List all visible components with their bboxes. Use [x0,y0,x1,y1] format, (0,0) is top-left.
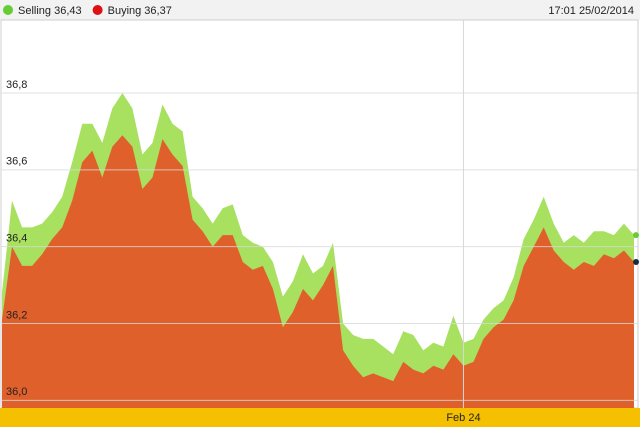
y-tick-label: 36,0 [6,386,27,398]
y-tick-label: 36,8 [6,79,27,91]
last-marker [633,232,639,239]
legend-marker [92,5,103,15]
legend-label: Buying 36,37 [108,5,172,17]
legend-label: Selling 36,43 [18,5,82,17]
area [2,135,634,408]
y-tick-label: 36,6 [6,156,27,168]
x-tick-label: Feb 24 [446,412,480,424]
y-tick-label: 36,4 [6,233,27,245]
legend-marker [3,5,13,15]
x-axis-band [0,408,640,427]
timestamp: 17:01 25/02/2014 [548,5,634,17]
last-marker [633,259,639,266]
y-tick-label: 36,2 [6,309,27,321]
header-bar [0,0,640,20]
